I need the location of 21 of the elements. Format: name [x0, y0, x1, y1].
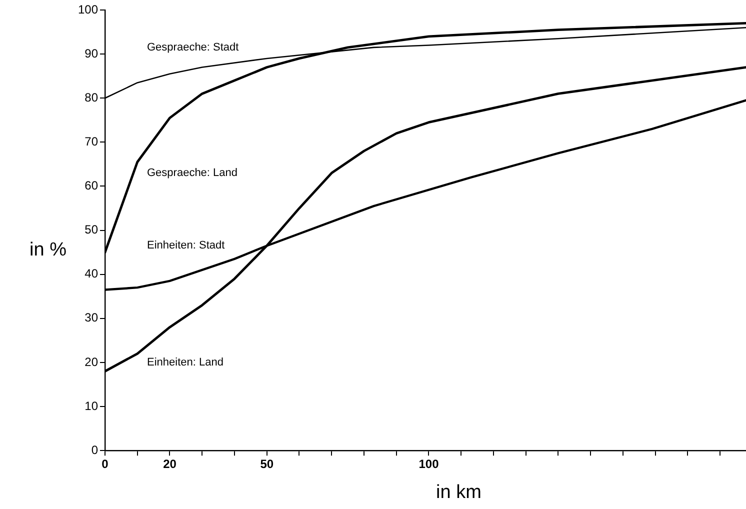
y-tick-label: 60 [84, 178, 98, 193]
y-tick-label: 100 [78, 2, 98, 16]
series-label: Einheiten: Land [147, 356, 224, 369]
y-tick-label: 50 [84, 222, 98, 237]
y-tick-label: 10 [84, 398, 98, 413]
y-tick-label: 70 [84, 134, 98, 148]
x-tick-label: 20 [163, 457, 177, 472]
y-axis-title: in % [30, 240, 67, 261]
series-label: Einheiten: Stadt [147, 240, 225, 252]
y-tick-label: 0 [91, 442, 98, 457]
x-tick-label: 50 [260, 457, 274, 472]
x-tick-label: 100 [418, 457, 440, 472]
y-tick-label: 40 [84, 266, 98, 281]
y-tick-label: 90 [84, 46, 98, 60]
x-axis-title: in km [436, 482, 482, 504]
y-tick-label: 80 [84, 90, 98, 104]
series-label: Gespraeche: Land [147, 167, 238, 180]
y-tick-label: 20 [84, 354, 98, 369]
series-label: Gespraeche: Stadt [147, 42, 239, 54]
y-tick-label: 30 [84, 310, 98, 325]
x-tick-label: 0 [102, 457, 109, 472]
